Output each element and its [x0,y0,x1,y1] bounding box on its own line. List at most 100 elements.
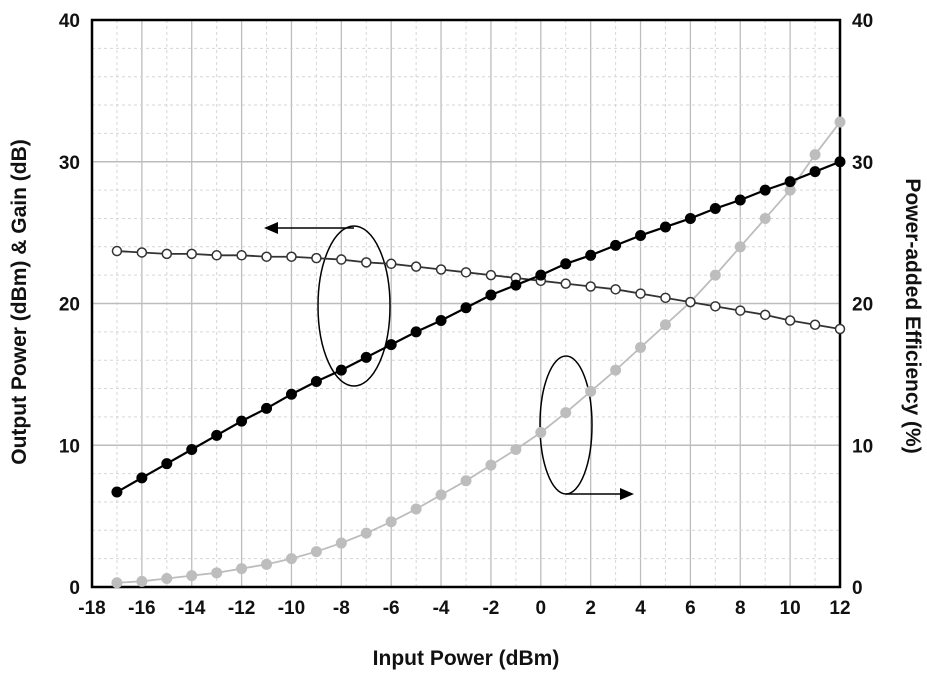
data-point [834,323,846,335]
data-point [660,292,671,304]
data-point [460,475,472,487]
data-point [784,176,796,188]
data-point [834,156,846,168]
y-tick-label-right: 10 [852,436,873,457]
x-tick-label: 10 [780,598,801,619]
y-tick-label-right: 0 [852,578,863,599]
data-point [261,251,272,262]
data-point [610,239,622,251]
data-point [759,184,771,196]
data-point [361,257,372,268]
data-point [759,212,771,224]
data-point [734,241,746,253]
x-tick-label: 12 [829,598,850,619]
data-point [659,319,671,331]
data-point [635,288,646,299]
data-point [460,267,472,278]
y-tick-label-left: 10 [59,436,80,457]
y-axis-title-left: Output Power (dBm) & Gain (dB) [8,139,31,464]
data-point [410,326,422,338]
data-point [735,305,746,316]
y-axis-title-right: Power-added Efficiency (%) [901,178,924,453]
data-point [236,250,247,261]
data-point [161,248,173,260]
data-point [635,341,647,353]
data-point [709,269,721,281]
x-axis-title: Input Power (dBm) [373,647,560,670]
data-point [709,203,721,215]
x-tick-label: -6 [383,598,400,619]
data-point [186,444,198,456]
data-point [310,375,322,387]
data-point [560,278,571,289]
y-tick-label-left: 0 [69,578,80,599]
data-point [111,486,123,498]
data-point [410,503,422,515]
data-point [261,558,273,570]
data-point [385,339,397,351]
annotations [264,222,634,500]
data-point [684,212,696,224]
data-point [211,567,223,579]
data-point [236,415,248,427]
data-point [510,444,522,456]
data-point [335,364,347,376]
arrow-right-icon [620,488,634,500]
data-point [659,221,671,233]
y-tick-label-left: 30 [59,153,80,174]
data-point [809,166,821,178]
data-point [360,527,372,539]
data-point [809,149,821,161]
series-3 [111,116,846,589]
x-tick-label: -12 [228,598,255,619]
data-point [610,364,622,376]
data-point [610,284,621,295]
data-point [809,319,821,331]
data-point [161,458,173,470]
x-tick-label: 4 [635,598,646,619]
data-point [635,229,647,241]
x-tick-label: -10 [278,598,305,619]
data-point [510,279,522,291]
x-tick-label: 0 [536,598,547,619]
y-tick-label-right: 30 [852,153,873,174]
data-point [335,537,347,549]
data-point [161,572,173,584]
data-point [136,247,148,258]
x-tick-label: -14 [178,598,206,619]
data-point [311,252,322,264]
y-tick-label-left: 40 [59,11,80,32]
x-tick-label: -16 [128,598,155,619]
data-point [111,577,123,589]
series-layer [111,116,846,589]
data-point [286,251,297,262]
data-point [410,261,422,272]
data-point [111,245,123,257]
data-point [285,553,297,565]
data-point [385,258,397,270]
data-point [211,429,223,441]
x-tick-label: -18 [78,598,105,619]
x-tick-label: 2 [585,598,596,619]
data-point [734,194,746,206]
data-point [435,489,447,501]
data-point [759,309,771,321]
y-tick-label-right: 40 [852,11,873,32]
tick-labels: -18 -16 -14 -12 -10 -8 -6 -4 -2 0 2 4 6 8 10 1201020304… [59,11,873,619]
data-point [435,264,447,275]
series-line [116,160,841,493]
data-point [585,249,597,261]
data-point [485,289,497,301]
data-point [211,250,222,261]
data-point [585,385,597,397]
data-point [535,426,547,438]
data-point [186,248,197,260]
data-point [535,269,547,281]
data-point [336,254,347,265]
data-point [136,575,148,587]
x-tick-label: -2 [482,598,499,619]
data-point [136,472,148,484]
data-point [460,302,472,314]
arrow-left-icon [264,222,278,234]
y-tick-label-left: 20 [59,295,80,316]
